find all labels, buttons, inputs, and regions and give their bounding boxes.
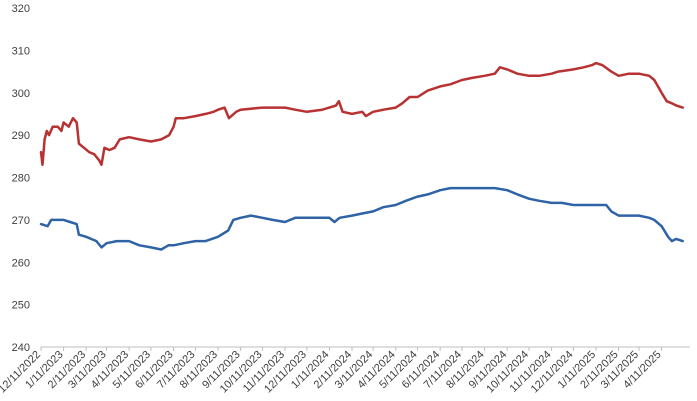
y-tick-label: 270 — [12, 215, 30, 227]
y-tick-label: 300 — [12, 88, 30, 100]
series-line-1 — [39, 61, 684, 167]
y-tick-label: 250 — [12, 300, 30, 312]
y-tick-label: 290 — [12, 130, 30, 142]
x-axis: 12/11/20221/11/20232/11/20233/11/20234/1… — [0, 346, 690, 395]
series-layer — [39, 61, 684, 251]
y-tick-label: 240 — [12, 342, 30, 354]
series-line-2 — [39, 186, 684, 251]
y-tick-label: 320 — [12, 3, 30, 15]
y-tick-label: 310 — [12, 45, 30, 57]
y-axis-ticks: 240 250 260 270 280 290 300 310 320 — [12, 3, 30, 354]
y-tick-label: 280 — [12, 173, 30, 185]
y-tick-label: 260 — [12, 257, 30, 269]
